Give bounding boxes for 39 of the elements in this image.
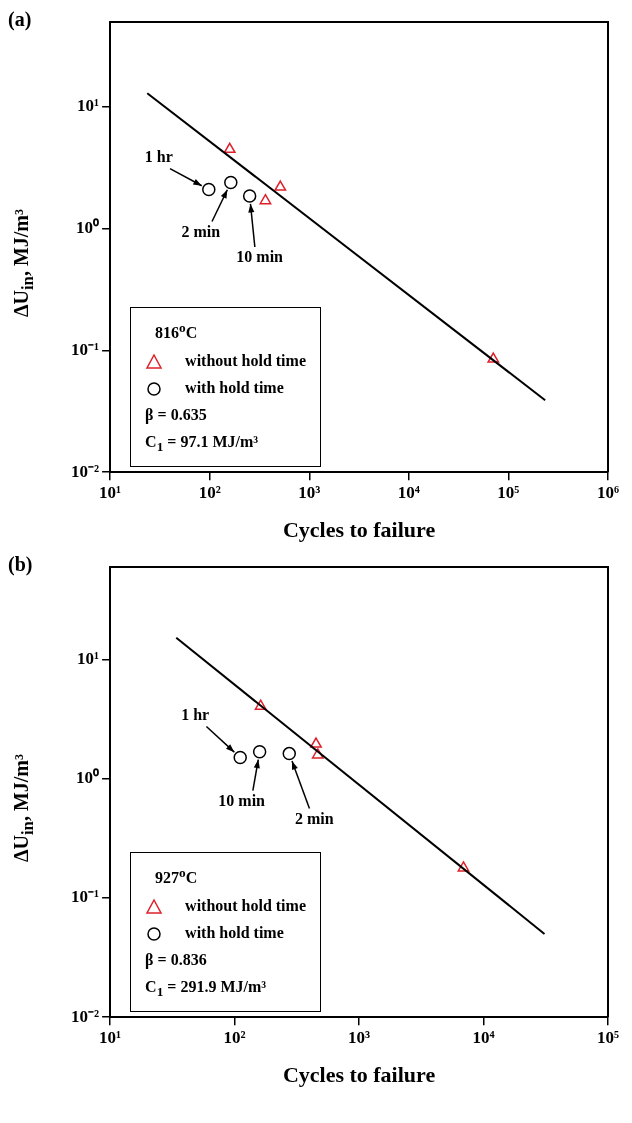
x-tick-label: 10³: [347, 1027, 371, 1047]
legend-label: without hold time: [185, 896, 306, 914]
y-tick-label: 10⁻¹: [70, 339, 100, 359]
x-axis-title: Cycles to failure: [282, 517, 436, 543]
annotation: 10 min: [218, 791, 266, 809]
annotation: β = 0.836: [145, 949, 208, 971]
annotation: 1 hr: [144, 147, 173, 165]
y-tick-label: 10⁻²: [70, 1006, 100, 1026]
x-tick-label: 10⁵: [497, 482, 520, 502]
annotation: C$_{1}$ = 97.1 MJ/m³: [145, 431, 260, 456]
x-tick-label: 10⁵: [596, 1027, 620, 1047]
legend-label: without hold time: [185, 351, 306, 369]
y-tick-label: 10⁰: [76, 768, 100, 788]
y-tick-label: 10¹: [76, 96, 100, 116]
y-tick-label: 10⁻²: [70, 461, 100, 481]
x-tick-label: 10²: [198, 482, 221, 502]
legend-label: with hold time: [185, 378, 284, 396]
y-tick-label: 10⁰: [76, 218, 100, 238]
annotation: β = 0.635: [145, 404, 208, 426]
x-tick-label: 10⁶: [596, 482, 620, 502]
y-tick-label: 10⁻¹: [70, 887, 100, 907]
x-tick-label: 10⁴: [472, 1027, 495, 1047]
annotation: 2 min: [181, 222, 221, 240]
x-tick-label: 10²: [223, 1027, 246, 1047]
annotation: 1 hr: [181, 705, 210, 723]
y-tick-label: 10¹: [76, 649, 100, 669]
x-tick-label: 10¹: [99, 482, 122, 502]
annotation: C$_{1}$ = 291.9 MJ/m³: [145, 976, 268, 1001]
legend-label: with hold time: [185, 923, 284, 941]
legend-title: 927$^{o}$C: [154, 864, 199, 889]
chart-title: (a): [8, 8, 32, 31]
annotation: 10 min: [236, 248, 284, 266]
chart-title: (b): [8, 553, 33, 576]
x-tick-label: 10⁴: [397, 482, 420, 502]
x-axis-title: Cycles to failure: [282, 1062, 436, 1088]
annotation: 2 min: [294, 809, 334, 827]
x-tick-label: 10¹: [99, 1027, 122, 1047]
legend-title: 816$^{o}$C: [154, 319, 199, 344]
x-tick-label: 10³: [298, 482, 321, 502]
